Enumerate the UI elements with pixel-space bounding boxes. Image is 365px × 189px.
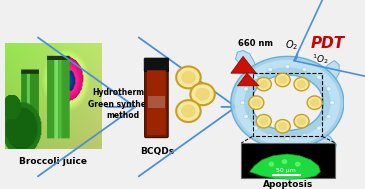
FancyBboxPatch shape <box>144 58 169 71</box>
Circle shape <box>307 96 322 109</box>
Circle shape <box>256 77 271 91</box>
Circle shape <box>195 88 210 101</box>
Circle shape <box>269 162 274 167</box>
Text: Green synthesis: Green synthesis <box>88 100 157 109</box>
Circle shape <box>176 67 201 88</box>
Circle shape <box>317 75 322 79</box>
Circle shape <box>297 80 306 88</box>
Text: method: method <box>106 111 139 120</box>
Circle shape <box>251 98 261 107</box>
Circle shape <box>243 87 248 91</box>
Circle shape <box>240 101 245 105</box>
Circle shape <box>302 67 307 72</box>
Text: PDT: PDT <box>311 36 345 51</box>
Circle shape <box>330 101 334 105</box>
Circle shape <box>278 76 287 84</box>
Text: 660 nm: 660 nm <box>238 39 273 48</box>
Circle shape <box>176 100 201 122</box>
Circle shape <box>294 77 309 91</box>
Circle shape <box>302 134 307 138</box>
Text: $O_2$: $O_2$ <box>285 39 299 52</box>
Circle shape <box>317 126 322 130</box>
Circle shape <box>282 159 287 164</box>
Polygon shape <box>250 154 320 179</box>
Circle shape <box>326 87 331 91</box>
Polygon shape <box>231 56 256 73</box>
Text: 50 μm: 50 μm <box>276 167 296 173</box>
FancyBboxPatch shape <box>145 68 168 138</box>
Bar <box>253 73 322 136</box>
Polygon shape <box>318 60 339 84</box>
Circle shape <box>253 126 258 130</box>
Bar <box>241 143 335 178</box>
Circle shape <box>285 65 290 69</box>
Circle shape <box>190 83 215 105</box>
Circle shape <box>268 134 273 138</box>
FancyBboxPatch shape <box>147 70 166 135</box>
Circle shape <box>249 96 264 109</box>
Circle shape <box>295 162 300 167</box>
Text: $^1O_2$: $^1O_2$ <box>312 52 329 66</box>
Circle shape <box>294 115 309 128</box>
FancyBboxPatch shape <box>148 96 165 108</box>
Circle shape <box>259 117 269 125</box>
Circle shape <box>310 98 319 107</box>
Circle shape <box>285 136 290 141</box>
Circle shape <box>297 117 306 125</box>
Circle shape <box>278 122 287 130</box>
Text: BCQDs: BCQDs <box>140 147 174 156</box>
Circle shape <box>256 115 271 128</box>
Polygon shape <box>237 73 259 86</box>
PathPatch shape <box>235 60 340 146</box>
Circle shape <box>181 105 196 118</box>
Circle shape <box>253 75 258 79</box>
Circle shape <box>259 80 269 88</box>
Circle shape <box>268 67 273 72</box>
Polygon shape <box>316 132 337 155</box>
Circle shape <box>275 73 290 87</box>
Text: Apoptosis: Apoptosis <box>263 180 314 189</box>
Circle shape <box>243 114 248 119</box>
Circle shape <box>181 71 196 84</box>
Circle shape <box>275 119 290 133</box>
Circle shape <box>326 114 331 119</box>
Text: Broccoli juice: Broccoli juice <box>19 157 87 166</box>
Text: Hydrothermal: Hydrothermal <box>92 88 153 97</box>
PathPatch shape <box>231 56 344 149</box>
Polygon shape <box>235 50 256 86</box>
